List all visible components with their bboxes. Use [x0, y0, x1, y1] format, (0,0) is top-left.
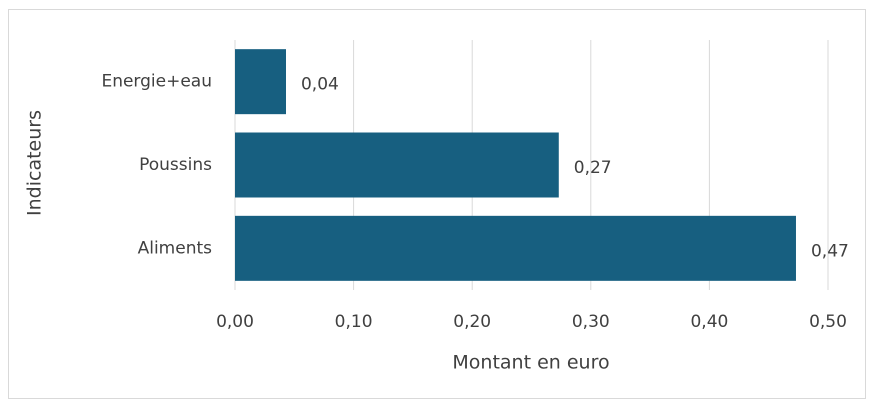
data-label: 0,47	[811, 241, 849, 261]
data-label: 0,27	[574, 158, 612, 178]
bar	[235, 215, 796, 281]
x-tick-label: 0,50	[809, 312, 847, 332]
data-label: 0,04	[301, 75, 339, 95]
y-axis-title: Indicateurs	[24, 110, 46, 216]
bar	[235, 49, 286, 115]
x-tick-label: 0,30	[572, 312, 610, 332]
y-tick-label: Aliments	[138, 238, 213, 258]
x-tick-label: 0,40	[690, 312, 728, 332]
bar	[235, 132, 559, 198]
chart-frame	[8, 9, 866, 399]
x-tick-label: 0,20	[453, 312, 491, 332]
y-tick-label: Energie+eau	[101, 72, 212, 92]
x-tick-label: 0,10	[335, 312, 373, 332]
y-tick-label: Poussins	[139, 155, 212, 175]
x-tick-label: 0,00	[216, 312, 254, 332]
x-axis-title: Montant en euro	[452, 352, 609, 374]
